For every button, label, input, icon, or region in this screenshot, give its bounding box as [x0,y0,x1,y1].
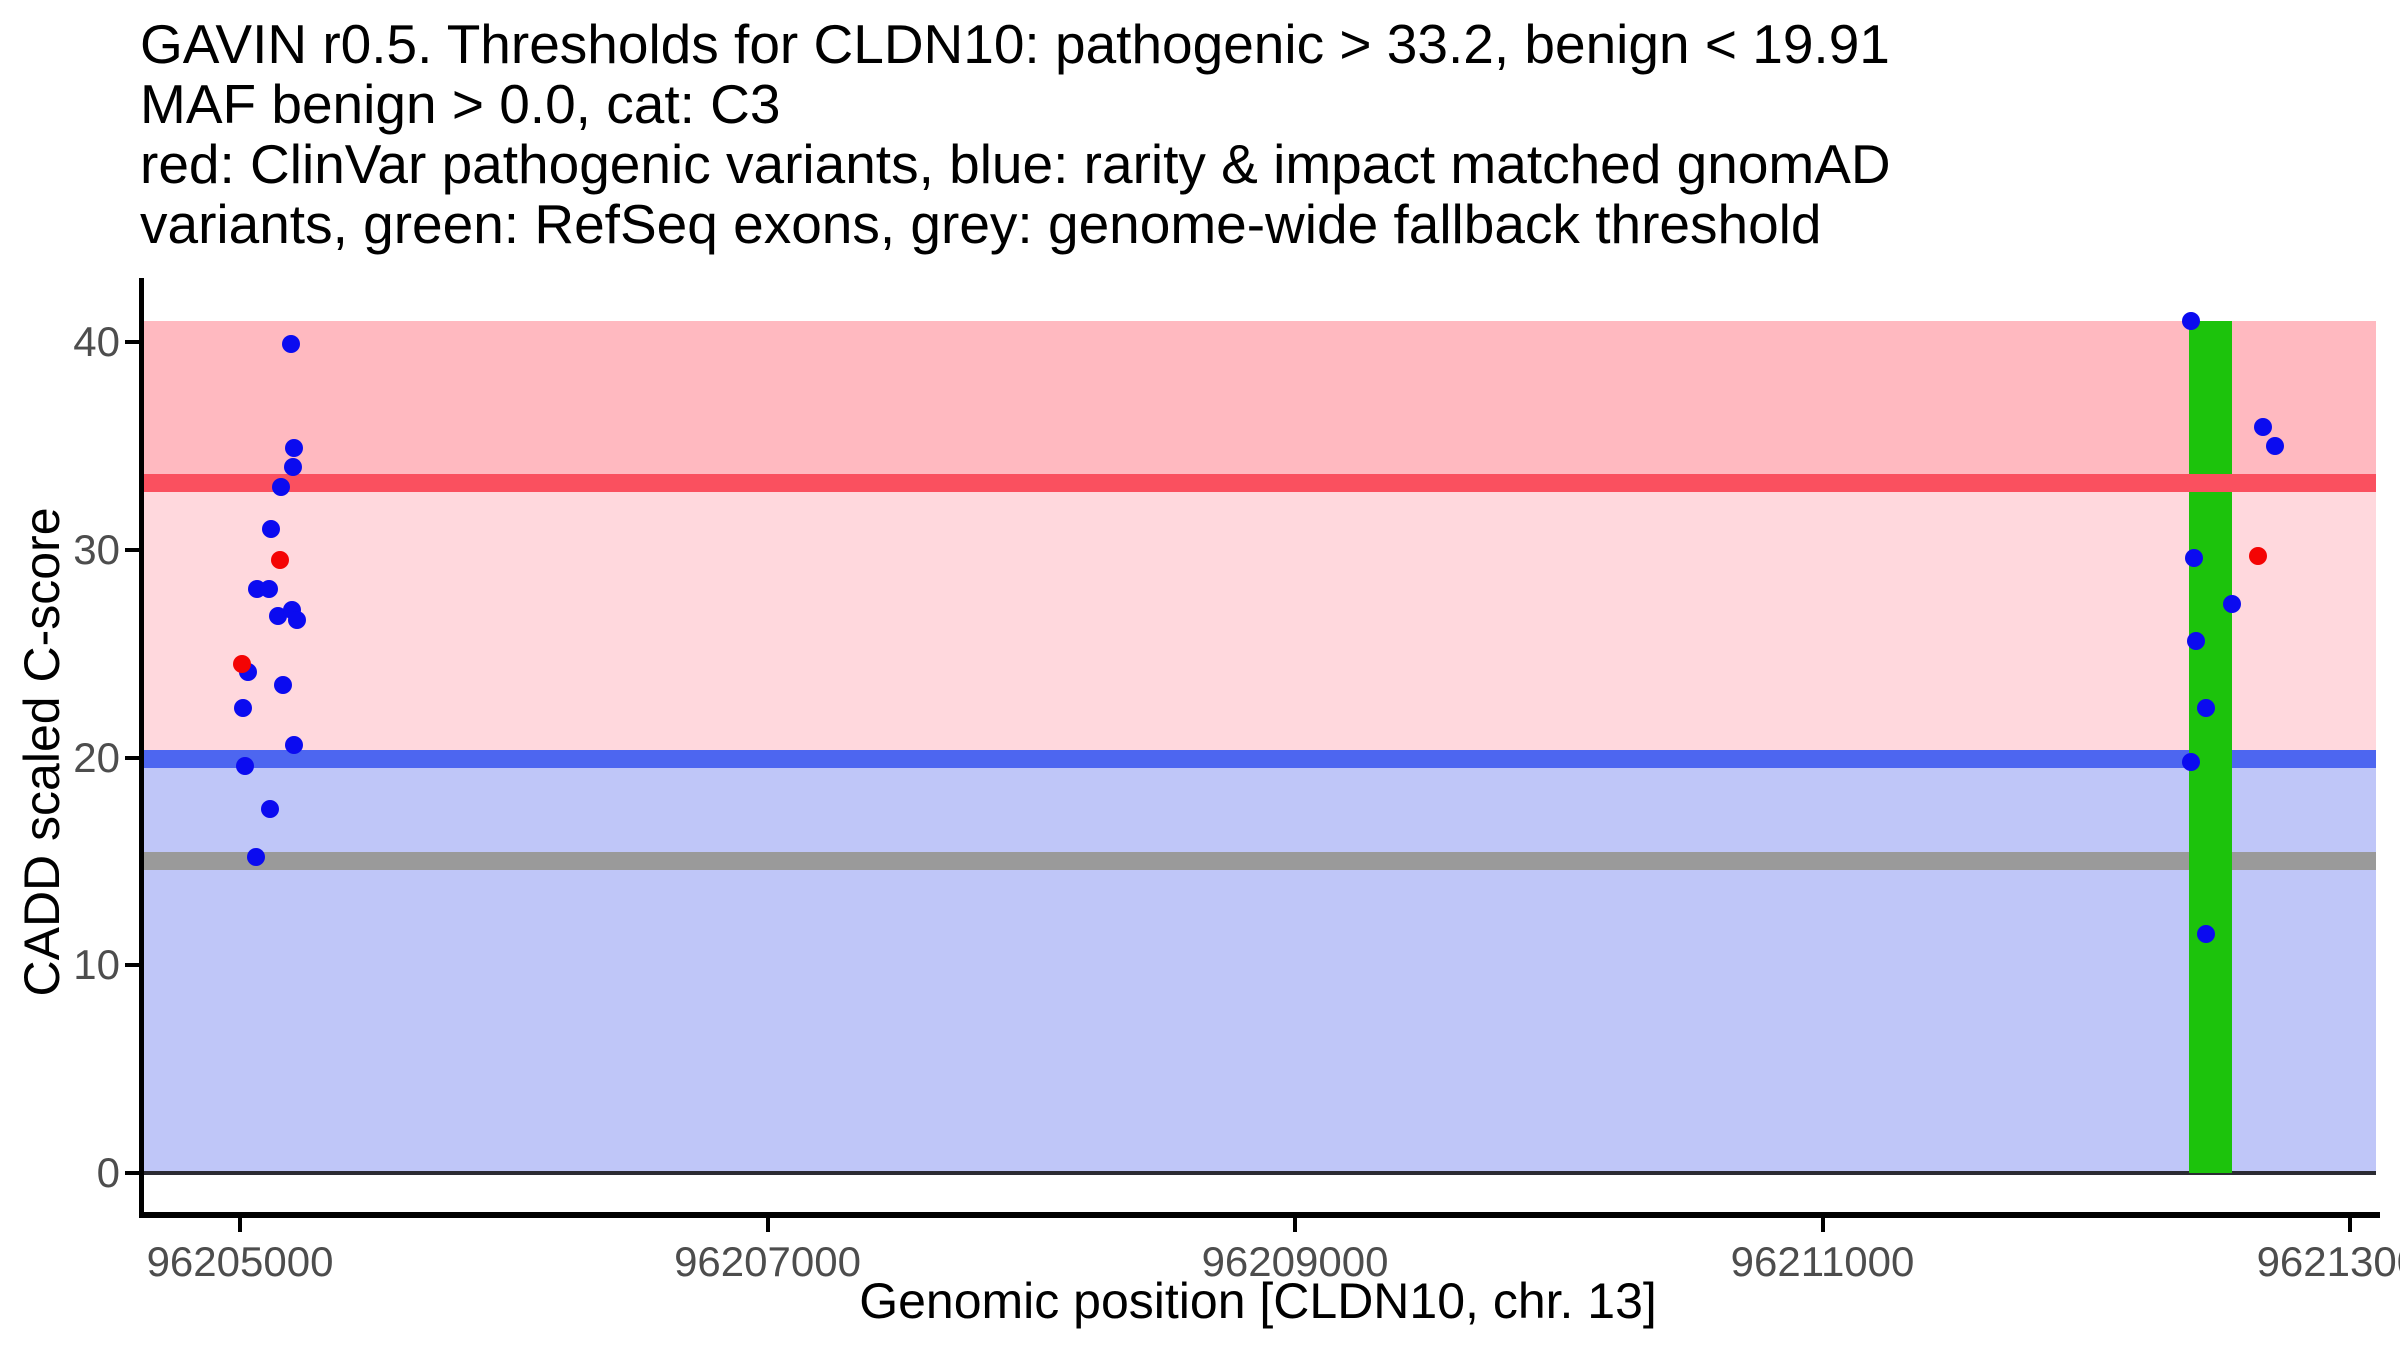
y-axis-spine [139,278,144,1218]
data-point-gnomad [236,756,254,775]
data-point-gnomad [262,519,281,538]
y-axis-title: CADD scaled C-score [14,507,70,997]
data-point-clinvar [233,655,252,673]
y-tick [125,1171,139,1175]
data-point-clinvar [271,551,290,570]
chart-title: GAVIN r0.5. Thresholds for CLDN10: patho… [140,14,1891,254]
zero-baseline [142,1171,2377,1175]
fallback-threshold-line [142,852,2377,871]
x-tick [238,1218,242,1232]
data-point-gnomad [233,698,252,717]
x-tick-label: 96205000 [146,1238,334,1285]
y-tick-label: 40 [73,318,120,365]
y-tick [125,547,139,552]
data-point-gnomad [2181,752,2200,771]
x-axis-spine [139,1212,2380,1218]
data-point-gnomad [2265,436,2284,455]
data-point-gnomad [287,611,306,630]
y-tick [125,963,139,968]
benign-threshold-line [142,750,2377,769]
data-point-gnomad [260,580,278,599]
data-point-clinvar [2248,546,2267,565]
data-point-gnomad [285,438,304,457]
y-tick-label: 30 [73,525,120,573]
data-point-gnomad [281,335,300,354]
data-point-gnomad [285,736,304,755]
chart-title-line-1: GAVIN r0.5. Thresholds for CLDN10: patho… [140,13,1890,75]
data-point-gnomad [273,675,292,694]
data-point-gnomad [247,848,266,867]
data-point-gnomad [271,478,290,497]
chart-title-line-3: red: ClinVar pathogenic variants, blue: … [140,133,1891,195]
x-tick [2348,1218,2352,1232]
chart-title-line-4: variants, green: RefSeq exons, grey: gen… [140,193,1822,255]
data-point-gnomad [2181,312,2200,331]
benign-band [142,759,2377,1173]
data-point-gnomad [261,800,280,819]
y-tick [125,755,139,760]
x-tick-label: 96209000 [1201,1238,1389,1285]
x-tick [1293,1218,1297,1232]
data-point-gnomad [2196,698,2215,717]
data-point-gnomad [2253,418,2272,437]
x-tick [1820,1218,1825,1232]
data-point-gnomad [2222,594,2241,613]
data-point-gnomad [2196,925,2215,944]
pathogenic-threshold-line [142,474,2377,493]
y-tick-label: 20 [73,733,120,781]
x-tick-label: 96213000 [2256,1238,2400,1285]
refseq-exon-bar [2189,321,2233,1173]
chart-title-line-2: MAF benign > 0.0, cat: C3 [140,73,781,135]
data-point-gnomad [2185,549,2204,568]
x-tick-label: 96207000 [674,1238,861,1285]
data-point-gnomad [268,607,287,626]
x-tick [765,1218,770,1232]
data-point-gnomad [2186,632,2205,651]
x-tick-label: 96211000 [1730,1238,1915,1285]
vous-band [142,483,2377,760]
x-axis-title: Genomic position [CLDN10, chr. 13] [859,1273,1657,1329]
pathogenic-band [142,321,2377,484]
y-tick [125,340,139,344]
y-tick-label: 0 [96,1149,120,1196]
data-point-gnomad [284,457,302,476]
y-tick-label: 10 [73,941,120,989]
